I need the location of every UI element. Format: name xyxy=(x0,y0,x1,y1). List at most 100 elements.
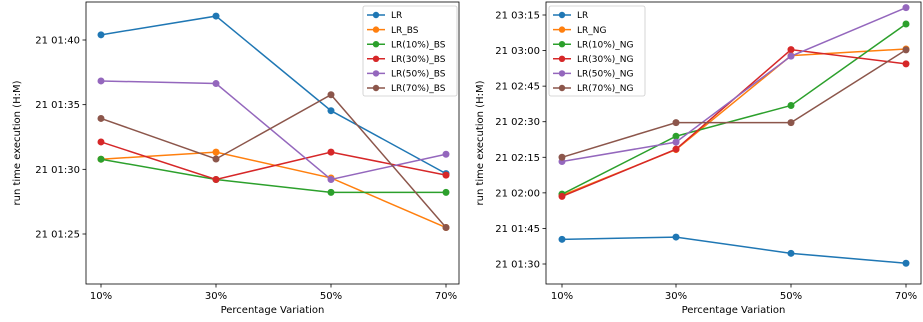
data-point xyxy=(442,150,450,158)
data-point xyxy=(672,132,680,140)
series-line xyxy=(100,80,447,181)
data-point xyxy=(672,138,680,146)
legend-marker xyxy=(372,70,380,77)
data-point xyxy=(327,91,335,99)
data-point xyxy=(787,119,795,127)
data-point xyxy=(787,52,795,60)
data-point xyxy=(558,153,566,161)
x-tick-label: 70% xyxy=(895,291,917,302)
data-point xyxy=(672,145,680,153)
legend-marker xyxy=(558,70,566,77)
y-tick-label: 21 02:15 xyxy=(495,153,540,164)
data-point xyxy=(902,259,910,267)
legend-marker xyxy=(372,55,380,62)
data-point xyxy=(442,188,450,196)
plot-frame xyxy=(85,1,460,285)
x-tick-label: 30% xyxy=(205,291,227,302)
series-line xyxy=(100,15,447,175)
legend-marker xyxy=(372,26,380,33)
legend-marker xyxy=(372,84,380,92)
data-point xyxy=(212,175,220,183)
data-point xyxy=(672,119,680,127)
data-point xyxy=(787,249,795,257)
legend-label: LR(10%)_NG xyxy=(577,40,634,50)
data-point xyxy=(787,101,795,109)
legend-marker xyxy=(558,11,566,19)
plot-frame xyxy=(545,1,922,285)
data-point xyxy=(902,60,910,68)
x-tick-label: 70% xyxy=(435,291,457,302)
series-line xyxy=(561,23,907,195)
legend-marker xyxy=(558,55,566,62)
data-point xyxy=(442,171,450,179)
y-tick-label: 21 01:25 xyxy=(35,230,80,241)
data-point xyxy=(787,46,795,54)
legend-label: LR(50%)_NG xyxy=(577,70,634,80)
data-point xyxy=(327,107,335,115)
series-line xyxy=(561,6,907,163)
chart-left: 21 01:25 21 01:30 21 01:35 21 01:40 10% 30% 50… xyxy=(12,1,460,316)
legend-label: LR(30%)_NG xyxy=(577,55,634,65)
legend-marker xyxy=(372,11,380,19)
data-point xyxy=(327,175,335,183)
data-point xyxy=(558,192,566,200)
legend-label: LR(10%)_BS xyxy=(391,40,446,50)
legend-label: LR(50%)_BS xyxy=(391,70,446,80)
data-point xyxy=(902,4,910,12)
legend-label: LR(70%)_NG xyxy=(577,84,634,94)
data-point xyxy=(212,12,220,20)
y-tick-label: 21 02:30 xyxy=(495,117,540,128)
legend-box xyxy=(548,5,646,97)
y-tick-label: 21 03:00 xyxy=(495,46,540,57)
y-tick-label: 21 01:30 xyxy=(495,260,540,271)
data-point xyxy=(97,77,105,85)
data-point xyxy=(97,138,105,146)
y-axis-label: run time execution (H:M) xyxy=(12,80,23,205)
legend-label: LR(70%)_BS xyxy=(391,84,446,94)
data-point xyxy=(97,114,105,122)
series-line xyxy=(561,49,907,159)
legend-label: LR xyxy=(391,11,402,21)
x-tick-label: 10% xyxy=(90,291,112,302)
legend-label: LR(30%)_BS xyxy=(391,55,446,65)
x-axis-label: Percentage Variation xyxy=(221,305,325,316)
legend-marker xyxy=(558,26,566,33)
y-tick-label: 21 01:30 xyxy=(35,165,80,176)
series-line xyxy=(561,236,907,264)
legend-label: LR xyxy=(577,11,588,21)
series-line xyxy=(100,93,447,229)
y-tick-label: 21 02:45 xyxy=(495,82,540,93)
y-tick-label: 21 03:15 xyxy=(495,11,540,22)
data-point xyxy=(902,20,910,28)
data-point xyxy=(212,148,220,156)
data-point xyxy=(212,155,220,163)
x-tick-label: 10% xyxy=(551,291,573,302)
y-tick-label: 21 01:45 xyxy=(495,224,540,235)
legend-label: LR_BS xyxy=(391,26,419,36)
y-axis-label: run time execution (H:M) xyxy=(475,80,486,205)
series-line xyxy=(100,158,446,194)
series-line xyxy=(100,141,447,181)
x-tick-label: 50% xyxy=(780,291,802,302)
legend-marker xyxy=(558,84,566,92)
data-point xyxy=(212,80,220,88)
data-point xyxy=(442,224,450,232)
data-point xyxy=(327,188,335,196)
legend-label: LR_NG xyxy=(577,26,607,36)
data-point xyxy=(902,46,910,54)
legend-marker xyxy=(372,41,380,48)
y-tick-label: 21 01:35 xyxy=(35,100,80,111)
data-point xyxy=(327,148,335,156)
y-tick-label: 21 02:00 xyxy=(495,188,540,199)
x-axis-label: Percentage Variation xyxy=(682,305,786,316)
x-tick-label: 50% xyxy=(320,291,342,302)
legend-marker xyxy=(558,41,566,48)
data-point xyxy=(97,155,105,163)
data-point xyxy=(672,233,680,241)
legend-box xyxy=(362,5,458,97)
chart-right: 21 01:30 21 01:45 21 02:00 21 02:15 21 02:30… xyxy=(475,1,922,316)
x-tick-label: 30% xyxy=(665,291,687,302)
data-point xyxy=(97,31,105,39)
series-line xyxy=(100,151,447,229)
